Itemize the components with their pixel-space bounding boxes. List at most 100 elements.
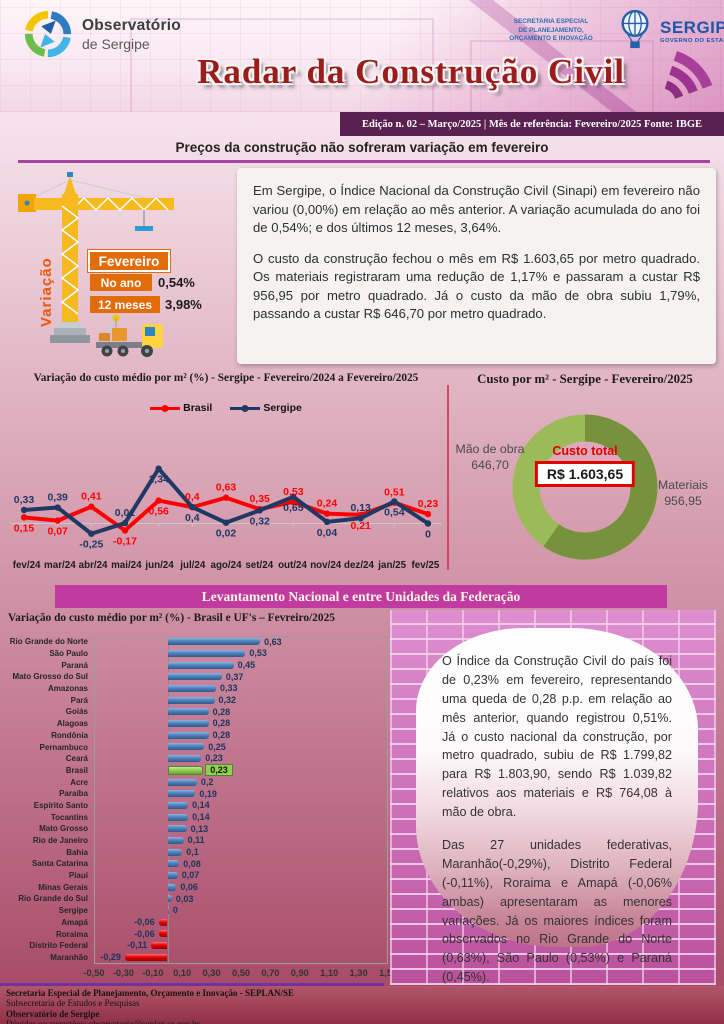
observatorio-subtitle: de Sergipe [82, 35, 150, 52]
svg-text:0,07: 0,07 [47, 526, 68, 538]
bar-track: 0,08 [94, 858, 388, 870]
x-axis-tick-label: 0,10 [173, 968, 192, 978]
radar-waves-icon [664, 50, 713, 100]
bar-track: -0,11 [94, 940, 388, 952]
bar-category-label: Mato Grosso [39, 824, 88, 834]
bar-value: 0,45 [237, 659, 256, 670]
x-axis-label: jun/24 [145, 560, 174, 571]
legend-item: Brasil [150, 402, 212, 414]
edition-bar: Edição n. 02 – Março/2025 | Mês de refer… [340, 112, 724, 136]
svg-text:-0,17: -0,17 [113, 535, 137, 547]
headline-divider [18, 160, 710, 163]
x-axis-tick-label: 1,50 [378, 968, 398, 978]
x-axis-tick-label: 0,90 [290, 968, 309, 978]
bar-category-label: Piauí [68, 871, 88, 881]
header: Observatório de Sergipe SECRETARIA ESPEC… [0, 0, 724, 112]
bar-track: 0,03 [94, 893, 388, 905]
variation-vertical-label: Variação [38, 257, 55, 327]
x-axis-label: abr/24 [78, 560, 108, 571]
x-axis-tick-label: -0,30 [112, 968, 134, 978]
bar-track: 0,19 [94, 788, 388, 800]
bar-track: -0,06 [94, 917, 388, 929]
bar-category-label: Amapá [61, 917, 88, 927]
bar-track: 0,1 [94, 846, 388, 858]
bar [167, 673, 222, 681]
bar-row: Acre 0,2 [8, 776, 388, 788]
observatorio-logo: Observatório de Sergipe [22, 8, 181, 60]
svg-text:0,13: 0,13 [350, 502, 371, 514]
x-axis-tick-label: -0,10 [142, 968, 164, 978]
crane-illustration [18, 172, 174, 357]
bar-row: Roraima -0,06 [8, 928, 388, 940]
bar-row: Sergipe 0 [8, 905, 388, 917]
bar-row: Mato Grosso 0,13 [8, 823, 388, 835]
bar-row: Ceará 0,23 [8, 753, 388, 765]
bar-chart: Rio Grande do Norte 0,63 São Paulo 0,53 Para… [8, 636, 388, 963]
bar-row: Bahia 0,1 [8, 846, 388, 858]
donut-ring [512, 414, 658, 560]
footer-contact[interactable]: Dúvidas ou sugestões: observatorio@sepla… [6, 1019, 294, 1024]
bar-track: 0 [94, 905, 388, 917]
bar-category-label: Acre [70, 777, 88, 787]
charts-divider [447, 385, 449, 570]
bar-value: 0,14 [192, 811, 210, 822]
bar-value: 0,13 [190, 823, 209, 834]
bar-category-label: Rio de Janeiro [32, 836, 88, 846]
svg-text:0,4: 0,4 [185, 491, 200, 503]
headline: Preços da construção não sofreram variaç… [175, 140, 549, 155]
torn-paper: O Índice da Construção Civil do país foi… [416, 628, 698, 984]
x-axis-tick-label: 0,50 [231, 968, 251, 978]
bar-track: 0,28 [94, 706, 388, 718]
edition-text: Edição n. 02 – Março/2025 | Mês de refer… [362, 118, 702, 130]
sergipe-emblem-icon [621, 9, 649, 49]
bar-track: 0,37 [94, 671, 388, 683]
footer-subsecretaria: Subsecretaria de Estudos e Pesquisas [6, 998, 140, 1009]
svg-text:1,34: 1,34 [148, 474, 169, 486]
bar-row: Piauí 0,07 [8, 870, 388, 882]
bar-value: 0,23 [205, 763, 233, 776]
bar-row: Rio de Janeiro 0,11 [8, 835, 388, 847]
bar [167, 790, 196, 798]
bar-category-label: Brasil [65, 765, 88, 775]
bar-category-label: Bahia [66, 847, 88, 857]
bar [167, 836, 184, 844]
bar-track: 0,23 [94, 763, 388, 777]
variation-12m-badge: 12 meses [90, 296, 160, 313]
bar [167, 778, 197, 786]
bar-category-label: Paraíba [59, 789, 88, 799]
bar-value: 0,08 [183, 858, 201, 869]
bar-chart-plot-frame [94, 636, 388, 964]
bar [158, 930, 168, 938]
footer-divider [0, 983, 384, 986]
bar [124, 953, 168, 961]
bar-value: 0,11 [187, 835, 205, 846]
bar-value: 0,32 [218, 695, 237, 706]
variation-month-badge: Fevereiro [88, 250, 170, 272]
bar [167, 766, 204, 776]
donut-chart-title: Custo por m² - Sergipe - Fevereiro/2025 [477, 372, 693, 386]
footer: Secretaria Especial de Planejamento, Orç… [0, 986, 724, 1024]
bar-row: Mato Grosso do Sul 0,37 [8, 671, 388, 683]
bar-value: 0,14 [192, 800, 210, 811]
bar-value: 0,06 [180, 882, 198, 893]
svg-text:0,33: 0,33 [14, 494, 35, 506]
bar-category-label: Rio Grande do Sul [18, 894, 88, 904]
section-banner: Levantamento Nacional e entre Unidades d… [55, 585, 667, 608]
bar-chart-block: Variação do custo médio por m² (%) - Bra… [8, 612, 397, 984]
line-chart: 0,15 0,07 0,41 -0,17 0,56 0,4 0,63 0,35 0,53 0,24… [10, 465, 442, 551]
total-cost-label: Custo total [552, 444, 618, 458]
bar-row: Pará 0,32 [8, 694, 388, 706]
bar-category-label: Ceará [65, 754, 88, 764]
x-axis-label: fev/24 [12, 560, 41, 571]
bar-category-label: Roraima [55, 929, 88, 939]
sergipe-logo-text: SERGIPE GOVERNO DO ESTADO [660, 19, 724, 44]
bar-track: 0,25 [94, 741, 388, 753]
svg-text:-0,25: -0,25 [79, 539, 103, 551]
variation-graphic: Variação Fevereiro No ano 0,54% 12 meses… [4, 166, 240, 368]
bar [167, 685, 216, 693]
x-axis-tick-label: -0,50 [83, 968, 105, 978]
national-panel: O Índice da Construção Civil do país foi… [390, 610, 716, 985]
bar-row: Rio Grande do Sul 0,03 [8, 893, 388, 905]
bar-category-label: Tocantins [50, 812, 88, 822]
bar-row: Distrito Federal -0,11 [8, 940, 388, 952]
